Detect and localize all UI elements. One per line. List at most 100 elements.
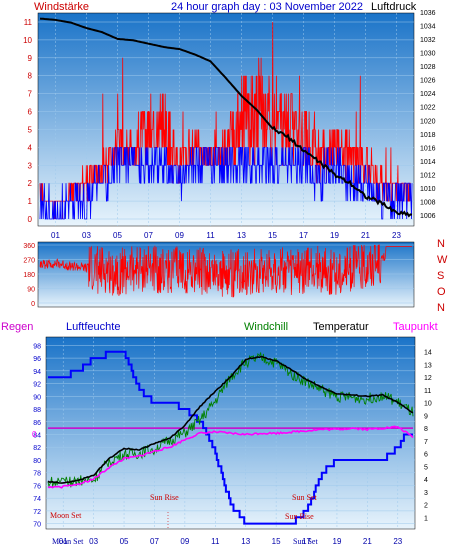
y-tick-label: 2	[28, 179, 33, 188]
wind-direction-plot	[39, 244, 412, 298]
y-tick-label: 90	[27, 287, 35, 294]
temp-humidity-grid	[46, 337, 415, 529]
legend-taupunkt: Taupunkt	[393, 321, 438, 333]
y2-tick-label: 1032	[420, 37, 436, 44]
y-tick-label: 72	[33, 509, 41, 516]
x-tick-label: 07	[144, 231, 153, 240]
dewpoint-line	[47, 425, 414, 489]
x-tick-label: 21	[363, 537, 372, 546]
x-tick-label: 01	[59, 537, 68, 546]
legend-luftfeuchte: Luftfeuchte	[66, 321, 120, 333]
legend-regen: Regen	[1, 321, 33, 333]
y-tick-label: 8	[28, 72, 33, 81]
y-tick-label: 0	[28, 215, 33, 224]
y2-tick-label: 4	[424, 477, 428, 484]
y-tick-label: 80	[33, 458, 41, 465]
x-tick-label: 23	[393, 537, 402, 546]
compass-label: W	[437, 254, 448, 266]
x-tick-label: 23	[392, 231, 401, 240]
x-tick-label: 11	[206, 231, 215, 240]
x-tick-label: 17	[302, 537, 311, 546]
y2-tick-label: 1010	[420, 186, 436, 193]
y-tick-label: 76	[33, 483, 41, 490]
compass-label: N	[437, 302, 445, 314]
y-tick-label: 5	[28, 125, 33, 134]
x-tick-label: 15	[272, 537, 281, 546]
wind-pressure-x-axis: 01 03 05 07 09 11 13 15 17 19 21 23	[51, 231, 401, 240]
y2-tick-label: 13	[424, 362, 432, 369]
annotation-label: Sun Rise	[285, 512, 314, 521]
x-tick-label: 19	[333, 537, 342, 546]
annotation-label: Moon Set	[52, 537, 84, 546]
compass-label: S	[437, 270, 444, 282]
y2-tick-label: 1020	[420, 118, 436, 125]
y-tick-label: 70	[33, 522, 41, 529]
y-tick-label: 4	[28, 143, 33, 152]
header-right: Luftdruck	[371, 1, 417, 13]
y-tick-label: 11	[24, 18, 33, 27]
annotation-label: Sun Set	[292, 493, 317, 502]
y-tick-label: 90	[33, 394, 41, 401]
y-tick-label: 92	[33, 382, 41, 389]
y2-tick-label: 1014	[420, 159, 436, 166]
wind-direction-axis: 0 90 180 270 360	[23, 243, 35, 308]
wind-pressure-panel-bg	[37, 12, 415, 227]
legend-windchill: Windchill	[244, 321, 288, 333]
x-tick-label: 03	[89, 537, 98, 546]
y2-tick-label: 1018	[420, 132, 436, 139]
y2-tick-label: 1028	[420, 64, 436, 71]
pressure-axis: 1006 1008 1010 1012 1014 1016 1018 1020 1022 1024…	[420, 10, 436, 220]
x-tick-label: 21	[361, 231, 370, 240]
temp-humidity-plot	[47, 350, 414, 525]
y-tick-label: 9	[28, 54, 33, 63]
y2-tick-label: 6	[424, 452, 428, 459]
y2-tick-label: 3	[424, 490, 428, 497]
y-tick-label: 82	[33, 445, 41, 452]
y2-tick-label: 2	[424, 503, 428, 510]
y-tick-label: 86	[33, 420, 41, 427]
y-tick-label: 78	[33, 471, 41, 478]
y2-tick-label: 1036	[420, 10, 436, 17]
wind-pressure-grid	[38, 13, 414, 226]
legend-temperatur: Temperatur	[313, 321, 369, 333]
annotation-label: Sun Set	[293, 537, 318, 546]
rain-zero-label: 0	[32, 430, 37, 439]
x-tick-label: 19	[330, 231, 339, 240]
y-tick-label: 3	[28, 161, 33, 170]
y2-tick-label: 1006	[420, 213, 436, 220]
temp-humidity-x-axis: 01 03 05 07 09 11 13 15 17 19 21 23	[59, 537, 403, 546]
pressure-line	[39, 17, 413, 218]
x-tick-label: 15	[268, 231, 277, 240]
y2-tick-label: 1016	[420, 145, 436, 152]
y2-tick-label: 7	[424, 439, 428, 446]
header-left: Windstärke	[34, 1, 89, 13]
wind-gust-line	[39, 21, 412, 220]
y-tick-label: 98	[33, 343, 41, 350]
y-tick-label: 7	[28, 90, 33, 99]
y-tick-label: 360	[23, 243, 35, 250]
compass-label: O	[437, 286, 446, 298]
y-tick-label: 88	[33, 407, 41, 414]
y-tick-label: 180	[23, 272, 35, 279]
header-title: 24 hour graph day : 03 November 2022	[171, 1, 363, 13]
wind-speed-axis: 0 1 2 3 4 5 6 7 8 9 10 11	[23, 18, 32, 224]
y2-tick-label: 5	[424, 464, 428, 471]
x-tick-label: 17	[299, 231, 308, 240]
wind-pressure-plot	[39, 17, 413, 220]
compass-label: N	[437, 238, 445, 250]
x-tick-label: 01	[51, 231, 60, 240]
y2-tick-label: 1026	[420, 78, 436, 85]
temperature-line	[47, 355, 414, 484]
x-tick-label: 05	[113, 231, 122, 240]
x-tick-label: 05	[120, 537, 129, 546]
x-tick-label: 13	[241, 537, 250, 546]
y2-tick-label: 1024	[420, 91, 436, 98]
humidity-axis: 70 72 74 76 78 80 82 84 86 88 90 92 94 96 98 0	[32, 343, 41, 528]
wind-direction-line	[39, 244, 412, 298]
y2-tick-label: 1	[424, 515, 428, 522]
y2-tick-label: 1034	[420, 23, 436, 30]
y-tick-label: 0	[31, 301, 35, 308]
